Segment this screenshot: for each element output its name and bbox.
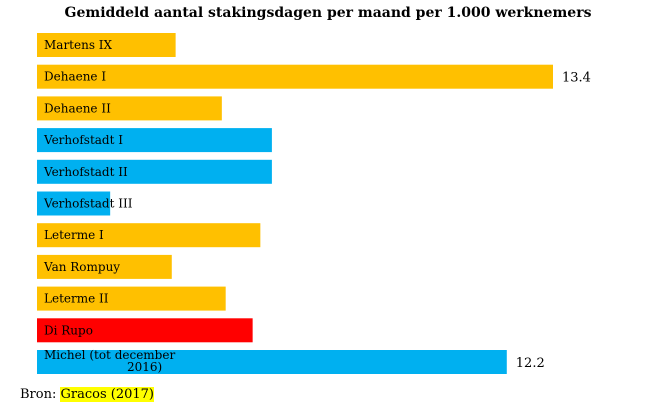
bar-3	[37, 128, 272, 153]
bar-label-9: Di Rupo	[44, 323, 93, 337]
bar-label-7: Van Rompuy	[43, 260, 120, 274]
bar-10	[37, 350, 507, 374]
bar-label-5: Verhofstadt III	[43, 197, 133, 211]
source-prefix: Bron:	[20, 387, 61, 402]
bar-2	[37, 96, 222, 121]
bar-label-6: Leterme I	[44, 228, 104, 242]
bar-6	[37, 223, 261, 248]
bar-label-8: Leterme II	[44, 292, 109, 306]
bar-label-0: Martens IX	[44, 38, 113, 52]
bar-1	[37, 64, 553, 89]
chart-title: Gemiddeld aantal stakingsdagen per maand…	[64, 5, 592, 21]
bar-label-1: Dehaene I	[44, 70, 106, 84]
bar-7	[37, 254, 172, 279]
bar-9	[37, 318, 253, 343]
bar-4	[37, 159, 272, 184]
bar-label-10: Michel (tot december 2016)	[44, 348, 175, 374]
source-note: Bron: Gracos (2017)	[20, 387, 154, 402]
source-reference[interactable]: Gracos (2017)	[60, 387, 154, 402]
bar-0	[37, 33, 176, 57]
bar-label-3: Verhofstadt I	[43, 133, 123, 147]
bar-chart: Martens IX Dehaene I 13.4 Dehaene II Verhofs…	[37, 33, 591, 374]
value-label-1: 13.4	[562, 71, 591, 86]
bar-8	[37, 286, 226, 311]
bar-label-2: Dehaene II	[44, 101, 111, 115]
bar-5	[37, 191, 111, 216]
value-label-10: 12.2	[516, 356, 545, 371]
bar-label-4: Verhofstadt II	[43, 165, 128, 179]
